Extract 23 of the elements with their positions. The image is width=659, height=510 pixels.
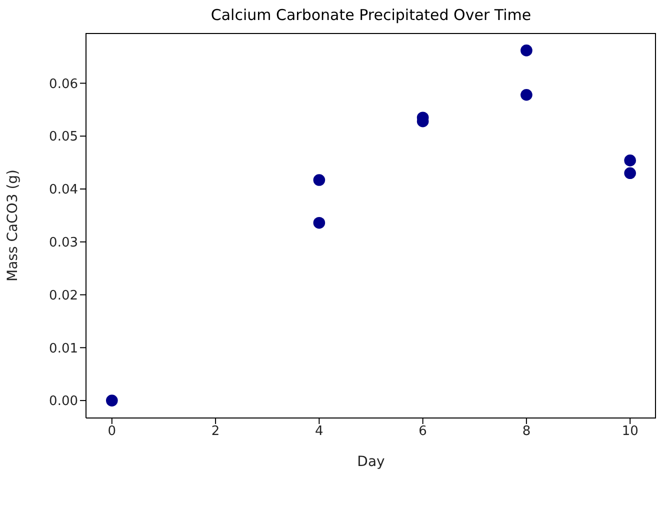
y-axis-title: Mass CaCO3 (g) <box>4 169 21 282</box>
point <box>520 44 532 56</box>
chart-title: Calcium Carbonate Precipitated Over Time <box>210 6 532 24</box>
y-tick-label: 0.06 <box>49 76 78 92</box>
point <box>624 154 636 166</box>
x-tick-label: 4 <box>315 424 324 440</box>
x-tick-label: 6 <box>418 424 427 440</box>
point <box>313 174 326 186</box>
x-tick-label: 2 <box>211 424 220 440</box>
y-tick-label: 0.01 <box>49 341 78 356</box>
x-tick-label: 0 <box>108 424 116 440</box>
point <box>106 394 118 406</box>
point <box>520 88 532 101</box>
x-axis-title: Day <box>357 454 385 470</box>
y-tick-label: 0.02 <box>49 288 78 304</box>
y-tick-label: 0.03 <box>49 236 78 251</box>
point <box>624 167 636 180</box>
y-tick-label: 0.04 <box>49 182 78 198</box>
x-tick-label: 10 <box>622 424 638 440</box>
y-tick-label: 0.00 <box>49 394 78 410</box>
y-tick-label: 0.05 <box>49 130 78 145</box>
point <box>313 216 326 229</box>
x-tick-label: 8 <box>522 424 531 440</box>
